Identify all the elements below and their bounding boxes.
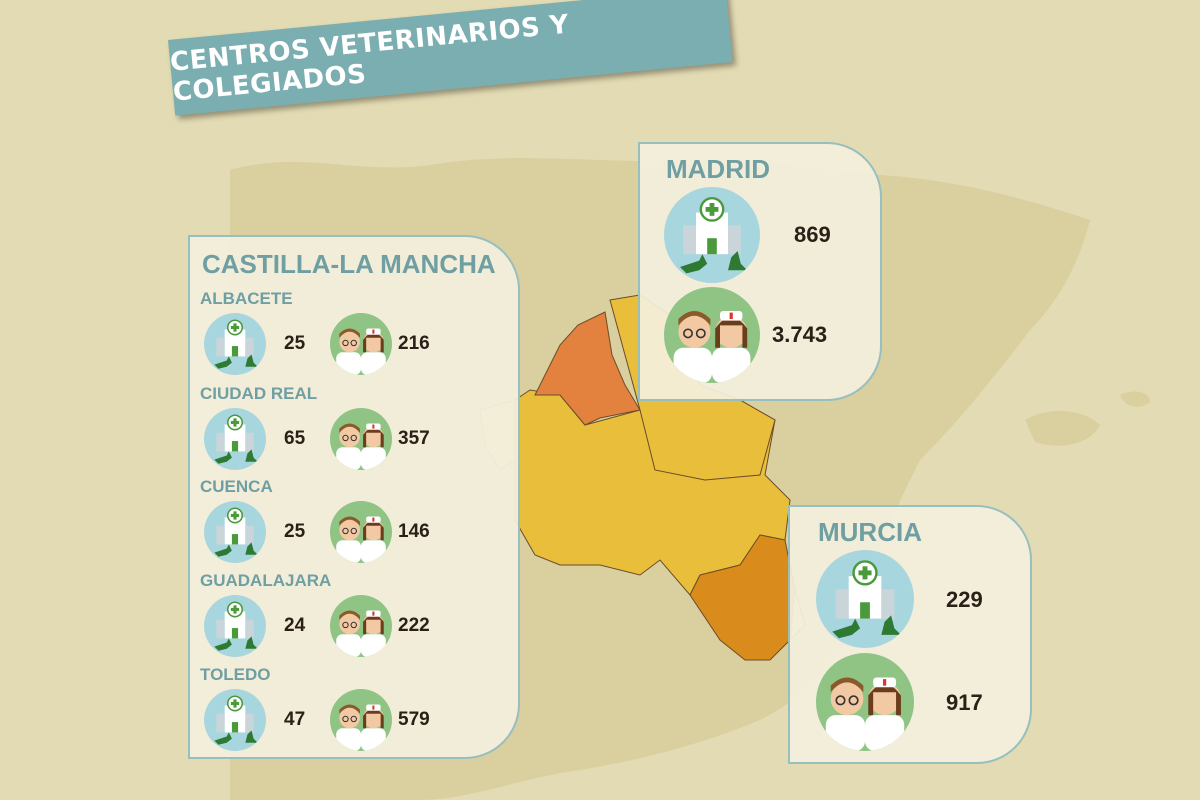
veterinary-clinic-icon — [204, 689, 266, 751]
colegiados-albacete: 216 — [398, 333, 430, 354]
veterinarians-icon — [330, 595, 392, 657]
colegiados-guadalajara: 222 — [398, 615, 430, 636]
madrid-panel: MADRID 869 3.743 — [638, 142, 882, 401]
madrid-title: MADRID — [666, 154, 770, 184]
veterinarians-icon — [330, 501, 392, 563]
veterinarians-icon — [664, 287, 760, 383]
murcia-title: MURCIA — [818, 517, 922, 547]
province-name-cuenca: CUENCA — [200, 477, 273, 496]
veterinary-clinic-icon — [204, 313, 266, 375]
veterinary-clinic-icon — [204, 408, 266, 470]
murcia-panel: MURCIA 229 917 — [788, 505, 1032, 764]
colegiados-murcia: 917 — [946, 690, 983, 715]
veterinary-clinic-icon — [204, 595, 266, 657]
veterinarians-icon — [330, 408, 392, 470]
madrid-province-region — [534, 311, 641, 426]
colegiados-cuenca: 146 — [398, 521, 430, 542]
balearic-islands-shape — [1025, 391, 1150, 446]
centros-albacete: 25 — [284, 333, 306, 354]
centros-cuenca: 25 — [284, 521, 306, 542]
castilla-panel: CASTILLA-LA MANCHA ALBACETE 25 216 CIUDA… — [188, 235, 520, 759]
centros-guadalajara: 24 — [284, 615, 306, 636]
centros-madrid: 869 — [794, 222, 831, 247]
colegiados-madrid: 3.743 — [772, 322, 828, 347]
province-name-ciudad-real: CIUDAD REAL — [200, 384, 318, 403]
veterinary-clinic-icon — [664, 187, 760, 283]
veterinary-clinic-icon — [204, 501, 266, 563]
colegiados-ciudad-real: 357 — [398, 428, 430, 449]
province-name-toledo: TOLEDO — [200, 665, 271, 684]
province-name-albacete: ALBACETE — [200, 289, 293, 308]
centros-toledo: 47 — [284, 709, 306, 730]
veterinarians-icon — [330, 689, 392, 751]
colegiados-toledo: 579 — [398, 709, 430, 730]
veterinary-clinic-icon — [816, 550, 914, 648]
centros-ciudad-real: 65 — [284, 428, 306, 449]
castilla-title: CASTILLA-LA MANCHA — [202, 249, 496, 279]
centros-murcia: 229 — [946, 587, 983, 612]
veterinarians-icon — [330, 313, 392, 375]
veterinarians-icon — [816, 653, 914, 751]
province-name-guadalajara: GUADALAJARA — [200, 571, 332, 590]
